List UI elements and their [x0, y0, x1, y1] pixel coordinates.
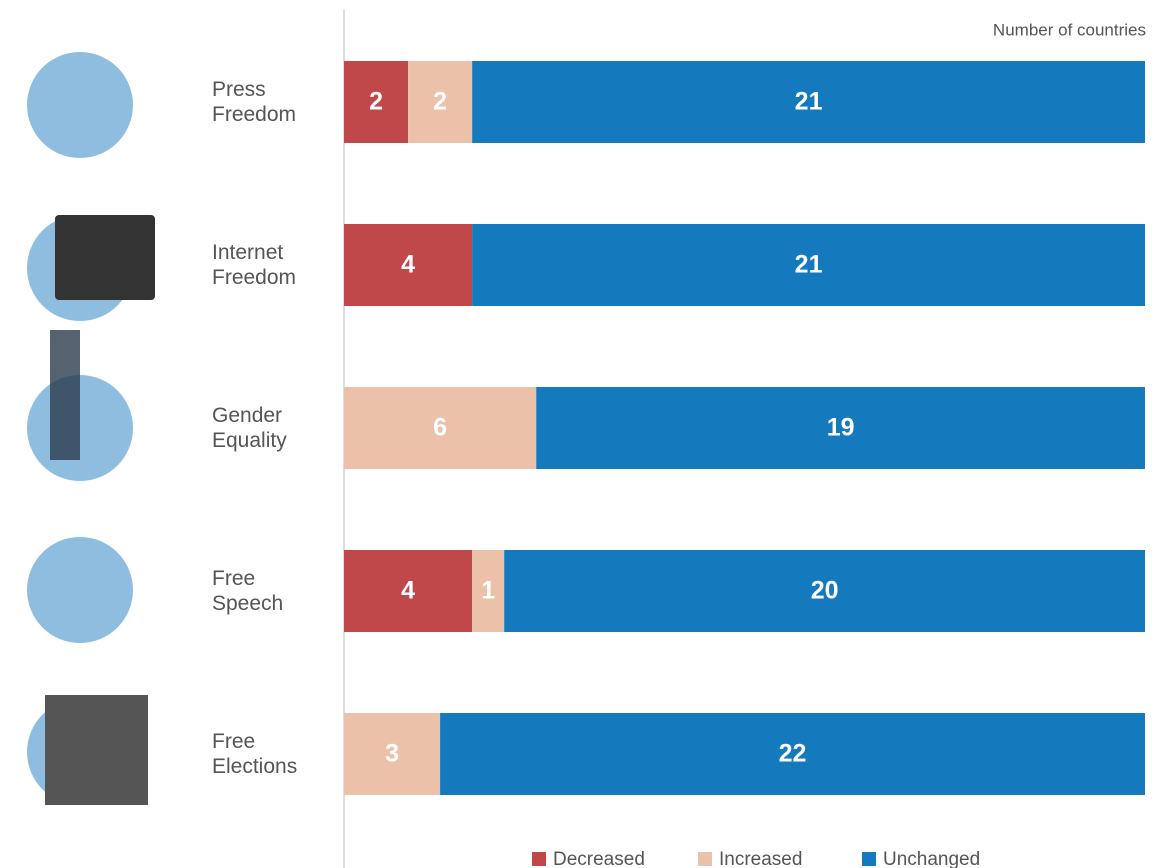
- value-label: 1: [481, 577, 495, 605]
- bar-segment: [344, 713, 441, 795]
- category-label: Free Speech: [212, 567, 284, 615]
- legend-label: Increased: [719, 849, 802, 868]
- value-label: 20: [811, 577, 839, 605]
- bar-segment: [344, 224, 473, 306]
- value-label: 3: [385, 740, 399, 768]
- bar-segment: [472, 224, 1145, 306]
- bar-segment: [344, 61, 409, 143]
- legend-swatch: [532, 852, 546, 866]
- bar-segment: [344, 550, 473, 632]
- value-label: 4: [401, 577, 415, 605]
- ballot-box-icon: [45, 695, 148, 805]
- bar-segment: [536, 387, 1145, 469]
- value-label: 22: [779, 740, 807, 768]
- value-label: 2: [433, 88, 447, 116]
- axis-label: Number of countries: [993, 20, 1146, 39]
- category-label: Internet Freedom: [212, 241, 297, 289]
- laptop-icon: [55, 215, 155, 300]
- bar-segment: [504, 550, 1145, 632]
- icons: [27, 52, 155, 805]
- bar-segment: [440, 713, 1145, 795]
- bar-segment: [344, 387, 537, 469]
- value-label: 21: [795, 251, 823, 279]
- value-label: 21: [795, 88, 823, 116]
- bar-segment: [408, 61, 473, 143]
- legend-swatch: [862, 852, 876, 866]
- value-label: 2: [369, 88, 383, 116]
- bar-segment: [472, 61, 1145, 143]
- category-label: Free Elections: [212, 730, 298, 778]
- legend-swatch: [698, 852, 712, 866]
- value-label: 4: [401, 251, 415, 279]
- value-label: 6: [433, 414, 447, 442]
- icon-circle: [27, 537, 133, 643]
- bar-segment: [472, 550, 505, 632]
- category-label: Press Freedom: [212, 78, 297, 126]
- legend-label: Unchanged: [883, 849, 980, 868]
- category-label: Gender Equality: [212, 404, 287, 452]
- legend-label: Decreased: [553, 849, 645, 868]
- people-icon: [50, 330, 80, 460]
- value-label: 19: [827, 414, 855, 442]
- icon-circle: [27, 52, 133, 158]
